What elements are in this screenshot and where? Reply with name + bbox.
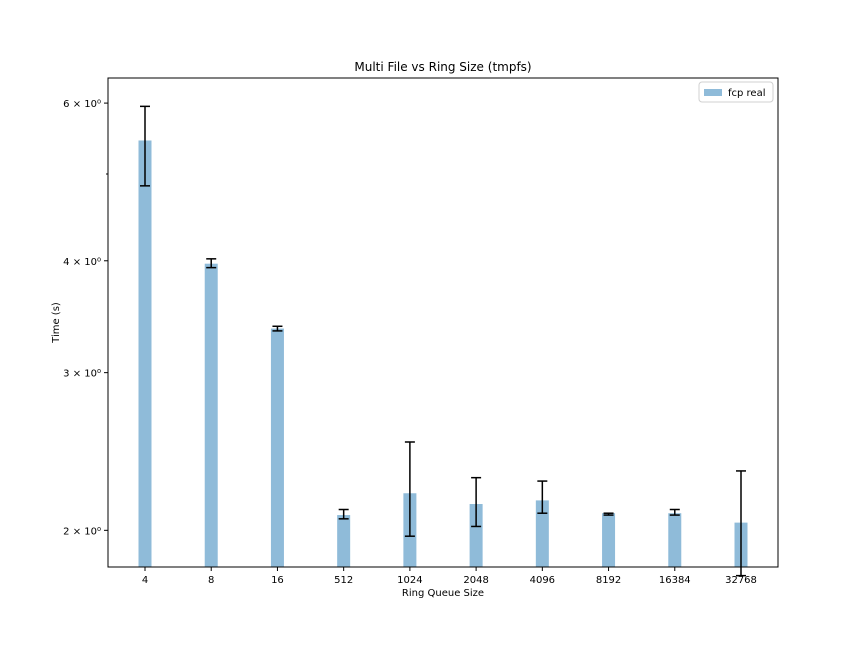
bars-layer	[138, 140, 748, 567]
legend: fcp real	[698, 81, 774, 103]
bar-4	[138, 140, 152, 567]
error-bar-1024	[404, 441, 415, 537]
error-bars-layer	[140, 105, 746, 577]
y-tick-label: 2 × 10⁰	[63, 526, 101, 537]
x-tick-label: 4	[142, 575, 148, 586]
y-tick-label: 4 × 10⁰	[63, 257, 101, 268]
legend-box	[698, 81, 774, 103]
error-bar-16	[272, 325, 283, 332]
x-axis: 4 8 16 512 1024 2048 4096 8192 16384 32768	[142, 567, 757, 586]
bar-2048	[469, 504, 483, 567]
y-tick-label: 3 × 10⁰	[63, 369, 101, 380]
x-tick-label: 8	[208, 575, 214, 586]
y-tick-label: 6 × 10⁰	[63, 99, 101, 110]
bar-8192	[602, 513, 616, 567]
x-tick-label: 16	[271, 575, 284, 586]
error-bar-512	[338, 508, 349, 520]
x-axis-label: Ring Queue Size	[402, 588, 484, 599]
chart-title: Multi File vs Ring Size (tmpfs)	[354, 60, 531, 74]
error-bar-4096	[537, 480, 548, 514]
x-tick-label: 16384	[659, 575, 691, 586]
error-bar-4	[140, 105, 150, 187]
bar-16	[270, 328, 284, 567]
legend-swatch	[704, 89, 722, 96]
error-bar-32768	[736, 470, 746, 577]
y-axis-label: Time (s)	[51, 302, 62, 344]
error-bar-8192	[603, 512, 614, 516]
bar-16384	[668, 513, 682, 567]
x-tick-label: 32768	[725, 575, 757, 586]
plot-area	[107, 77, 779, 568]
legend-label: fcp real	[728, 88, 766, 99]
x-tick-label: 2048	[463, 575, 488, 586]
x-tick-label: 1024	[397, 575, 422, 586]
x-tick-label: 512	[334, 575, 353, 586]
bar-4096	[535, 500, 549, 567]
error-bar-16384	[669, 508, 680, 516]
x-tick-label: 8192	[596, 575, 621, 586]
y-axis: 2 × 10⁰ 3 × 10⁰ 4 × 10⁰ 6 × 10⁰	[63, 99, 108, 537]
x-tick-label: 4096	[530, 575, 555, 586]
error-bar-2048	[471, 476, 482, 528]
bar-512	[337, 515, 351, 567]
error-bar-8	[206, 258, 217, 269]
bar-8	[204, 263, 218, 567]
